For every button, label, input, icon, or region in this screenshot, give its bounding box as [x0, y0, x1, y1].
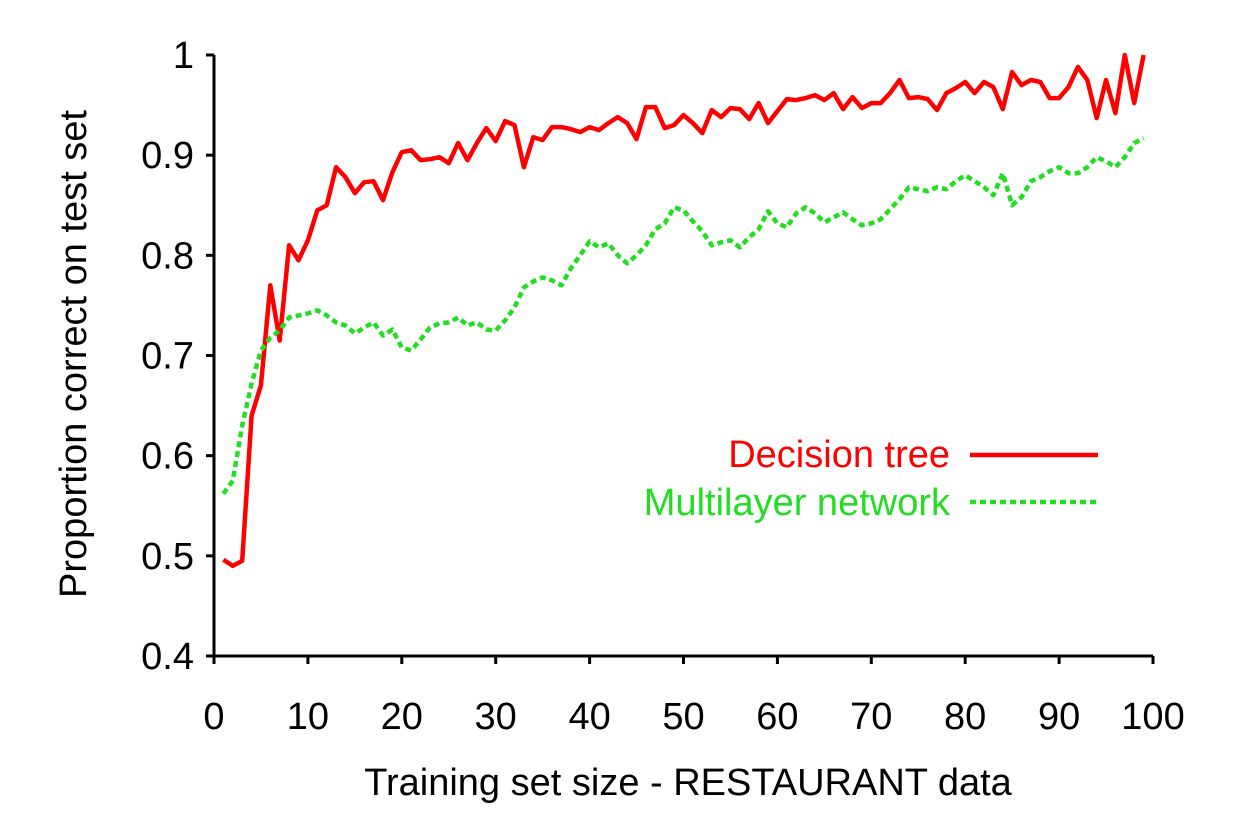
x-tick-label: 60: [756, 696, 798, 738]
x-tick-label: 0: [203, 696, 224, 738]
y-axis-title: Proportion correct on test set: [53, 110, 95, 598]
x-tick-label: 100: [1121, 696, 1184, 738]
x-tick-label: 30: [475, 696, 517, 738]
x-tick-label: 90: [1038, 696, 1080, 738]
x-tick-label: 20: [381, 696, 423, 738]
axes-group: 0.40.50.60.70.80.910 10 20 30 40 50 60 70 80 90 10…: [141, 35, 1185, 738]
legend-label-decision-tree: Decision tree: [728, 434, 950, 476]
y-tick-label: 0.9: [141, 135, 194, 177]
y-tick-label: 0.6: [141, 436, 194, 478]
series-line-decision-tree: [222, 52, 1146, 569]
x-axis-title: Training set size - RESTAURANT data: [364, 762, 1012, 804]
y-tick-label: 0.4: [141, 636, 194, 678]
x-tick-label: 80: [944, 696, 986, 738]
y-tick-label: 0.7: [141, 336, 194, 378]
y-tick-label: 0.5: [141, 536, 194, 578]
x-tick-label: 10: [287, 696, 329, 738]
legend-label-multilayer-network: Multilayer network: [644, 482, 951, 524]
legend: Decision tree Multilayer network: [644, 434, 1098, 524]
series-line-multilayer-network: [221, 136, 1145, 496]
x-tick-label: 50: [662, 696, 704, 738]
x-tick-label: 40: [568, 696, 610, 738]
y-tick-label: 0.8: [141, 235, 194, 277]
y-tick-label: 1: [173, 35, 194, 77]
x-tick-label: 70: [850, 696, 892, 738]
series-group: [221, 52, 1146, 569]
